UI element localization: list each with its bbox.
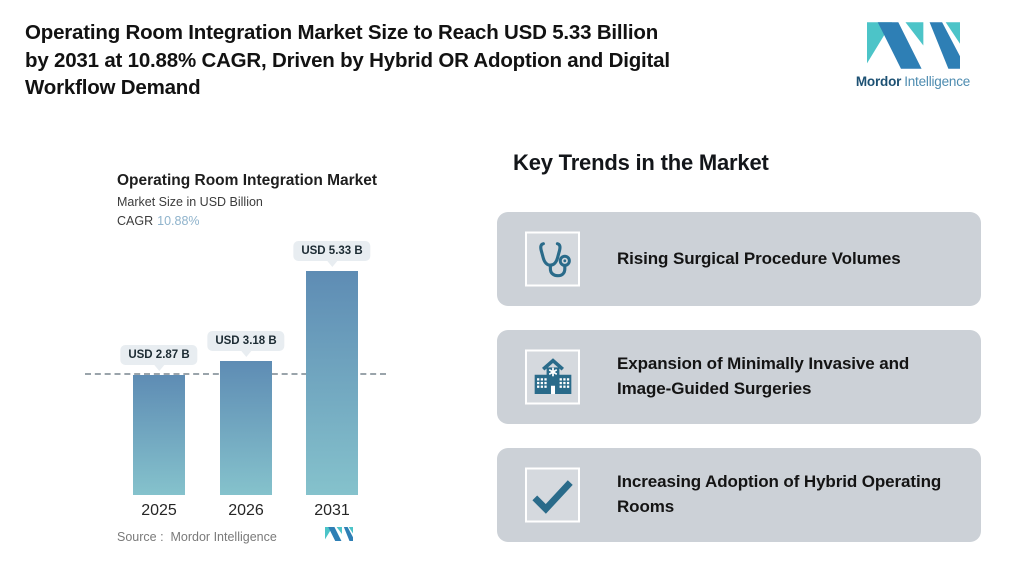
bar-value-label: USD 3.18 B xyxy=(207,331,285,352)
bar-group-2026: USD 3.18 B 2026 xyxy=(207,235,285,519)
bar-value-label: USD 2.87 B xyxy=(120,344,198,365)
cagr-value: 10.88% xyxy=(157,214,200,228)
trend-label: Increasing Adoption of Hybrid Operating … xyxy=(617,472,942,516)
x-tick-label: 2031 xyxy=(314,502,350,519)
page-title-line-1: Operating Room Integration Market Size t… xyxy=(25,21,659,44)
bar-2026 xyxy=(220,361,272,495)
brand-name-bold: Mordor xyxy=(855,74,902,89)
page-title: Operating Room Integration Market Size t… xyxy=(25,19,835,102)
bar-group-2025: USD 2.87 B 2025 xyxy=(120,235,198,519)
chart-title: Operating Room Integration Market xyxy=(117,172,378,189)
trends-heading: Key Trends in the Market xyxy=(513,150,769,175)
trend-label: Expansion of Minimally Invasive and Imag… xyxy=(617,354,910,398)
trend-card: Rising Surgical Procedure Volumes xyxy=(497,212,981,306)
bar-2031 xyxy=(306,271,358,495)
bar-2025 xyxy=(133,374,185,495)
trend-icon-box xyxy=(525,349,580,405)
brand-name-light: Intelligence xyxy=(904,74,971,89)
trend-icon-box xyxy=(525,231,580,287)
source-label: Source : Mordor Intelligence xyxy=(117,530,277,544)
mordor-logo-small-icon xyxy=(325,527,353,546)
cagr-label: CAGR xyxy=(117,214,154,228)
hospital-icon xyxy=(534,357,571,394)
page-title-line-3: Workflow Demand xyxy=(25,76,201,99)
page-title-line-2: by 2031 at 10.88% CAGR, Driven by Hybrid… xyxy=(25,48,670,72)
bar-chart: USD 2.87 B 2025 USD 3.18 B 2026 USD 5.33… xyxy=(85,235,386,519)
mordor-logo-icon xyxy=(866,22,960,69)
bar-group-2031: USD 5.33 B 2031 xyxy=(293,235,371,519)
chart-cagr: CAGR 10.88% xyxy=(117,214,200,228)
trend-card: Increasing Adoption of Hybrid Operating … xyxy=(497,448,981,542)
trend-label: Rising Surgical Procedure Volumes xyxy=(617,248,901,268)
chart-subtitle: Market Size in USD Billion xyxy=(117,195,263,209)
trend-card: Expansion of Minimally Invasive and Imag… xyxy=(497,330,981,424)
brand-name: Mordor Intelligence xyxy=(848,74,978,89)
bar-value-label: USD 5.33 B xyxy=(293,241,371,262)
x-tick-label: 2026 xyxy=(228,502,264,519)
trend-icon-box xyxy=(525,467,580,523)
stethoscope-icon xyxy=(538,241,571,277)
brand-logo: Mordor Intelligence xyxy=(848,22,978,89)
x-tick-label: 2025 xyxy=(141,502,177,519)
checkmark-icon xyxy=(531,479,573,514)
